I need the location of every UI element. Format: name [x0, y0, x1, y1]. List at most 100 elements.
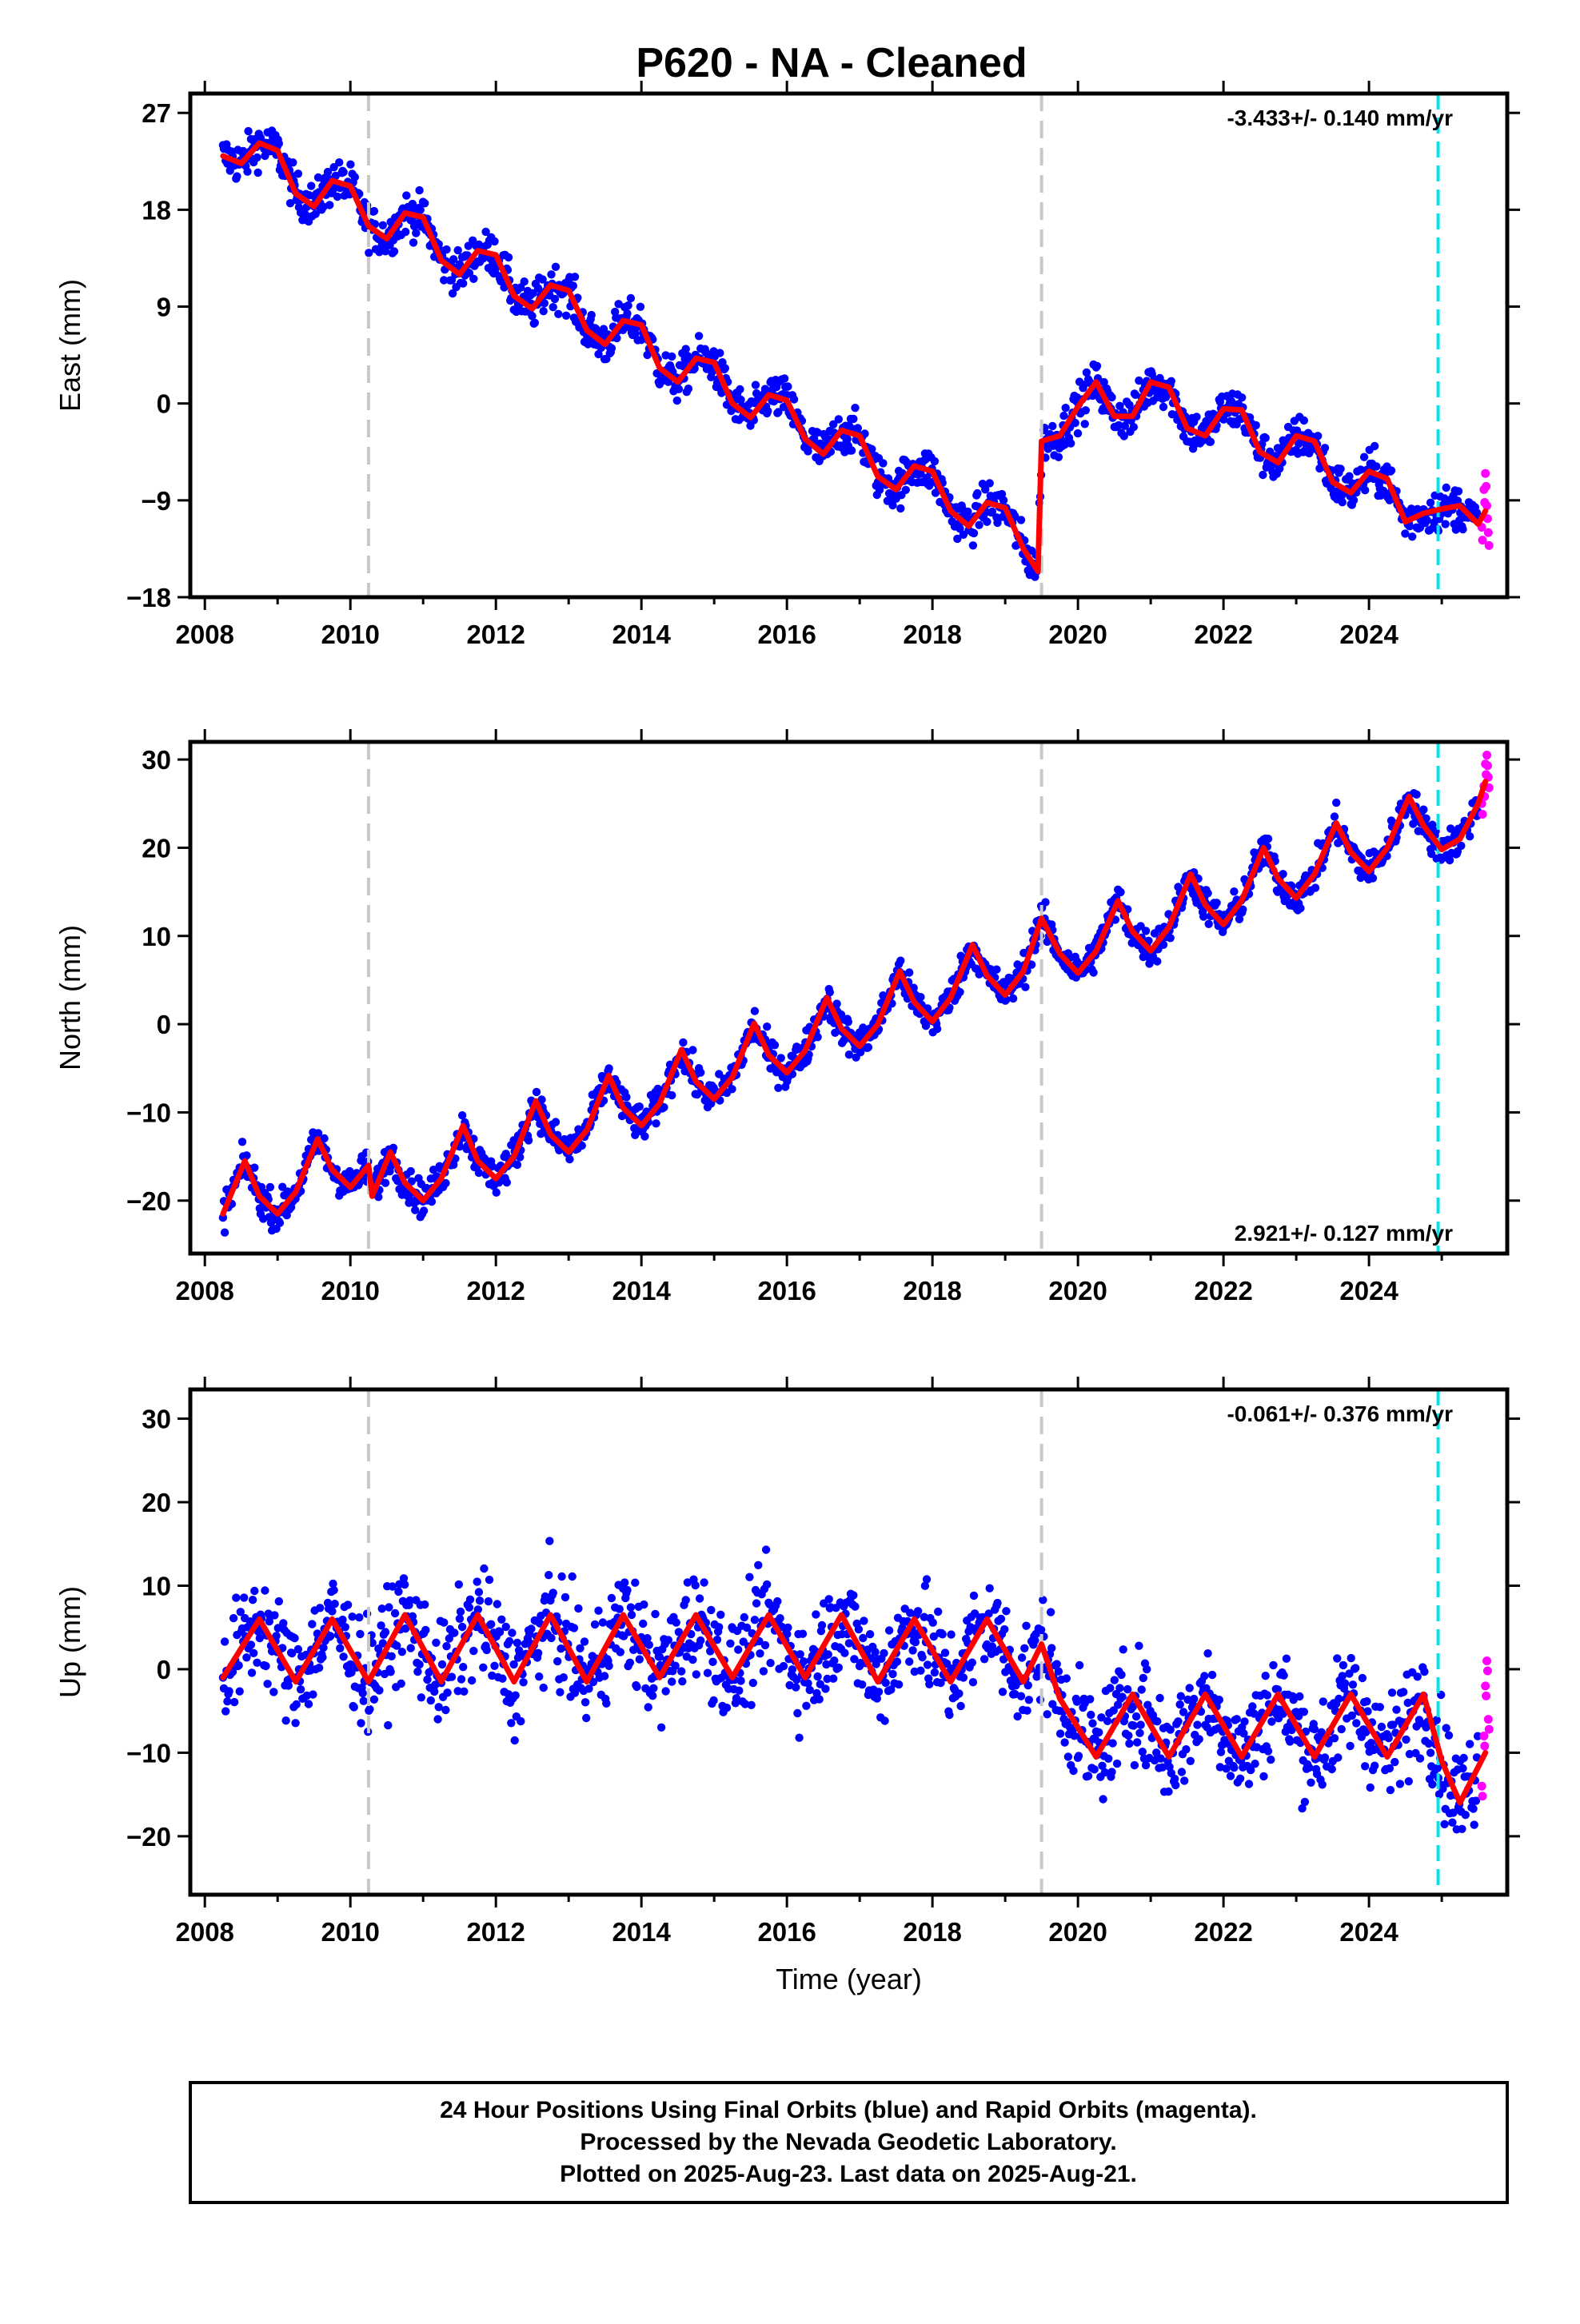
data-point	[943, 1659, 952, 1668]
data-point	[1002, 1607, 1011, 1616]
data-point	[513, 1638, 522, 1648]
data-point	[385, 1603, 393, 1612]
data-point	[348, 1612, 357, 1621]
data-point	[821, 1684, 830, 1693]
data-point	[1103, 1716, 1112, 1725]
rapid-point	[1482, 1691, 1491, 1700]
data-point	[774, 408, 783, 417]
data-point	[1171, 1774, 1179, 1784]
data-point	[1461, 1811, 1470, 1820]
data-point	[1017, 1653, 1027, 1662]
data-point	[1390, 1757, 1399, 1767]
data-point	[397, 1679, 405, 1688]
data-point	[1020, 1644, 1029, 1652]
data-point	[864, 1042, 873, 1052]
data-point	[1135, 1728, 1144, 1737]
north-velocity-label: 2.921+/- 0.127 mm/yr	[1235, 1221, 1453, 1246]
data-point	[539, 1683, 548, 1692]
data-point	[1404, 1777, 1414, 1786]
data-point	[1069, 1766, 1078, 1776]
data-point	[1088, 1719, 1097, 1728]
data-point	[1424, 1739, 1434, 1748]
data-point	[576, 1644, 585, 1652]
data-point	[568, 1572, 577, 1581]
data-point	[550, 294, 560, 304]
data-point	[1366, 1783, 1375, 1792]
data-point	[530, 318, 539, 327]
data-point	[742, 1623, 752, 1632]
data-point	[1075, 1660, 1084, 1670]
data-point	[1158, 1763, 1167, 1772]
data-point	[656, 1723, 666, 1732]
data-point	[246, 1640, 256, 1649]
data-point	[1419, 805, 1428, 814]
data-point	[1143, 1664, 1151, 1674]
data-point	[473, 1577, 481, 1586]
data-point	[339, 168, 348, 177]
data-point	[386, 1668, 395, 1676]
y-tick-label: 30	[142, 1405, 171, 1434]
data-point	[795, 1733, 804, 1742]
data-point	[237, 1138, 247, 1146]
x-tick-label: 2020	[1048, 620, 1107, 649]
data-point	[761, 1545, 771, 1554]
data-point	[783, 1629, 792, 1639]
x-tick-label: 2022	[1194, 620, 1252, 649]
data-point	[236, 1608, 245, 1616]
data-point	[1444, 1731, 1454, 1740]
data-point	[551, 262, 561, 271]
data-point	[430, 1687, 439, 1696]
data-point	[577, 1141, 586, 1150]
data-point	[644, 1703, 652, 1712]
data-point	[627, 1610, 636, 1620]
data-point	[1238, 393, 1247, 402]
data-point	[482, 1645, 491, 1655]
data-point	[779, 1661, 788, 1671]
footer-box: 24 Hour Positions Using Final Orbits (bl…	[189, 2081, 1509, 2204]
east-panel: −18 −9 0 9 18 27 2008 2010 2012 2014 2016 2018 2020 2…	[54, 81, 1520, 649]
data-point	[1240, 1717, 1249, 1726]
data-point	[1387, 1688, 1397, 1697]
data-point	[1345, 1669, 1354, 1678]
data-point	[880, 1648, 888, 1658]
data-point	[916, 993, 925, 1002]
rapid-point	[1483, 1715, 1493, 1724]
data-point	[288, 1648, 297, 1658]
data-point	[570, 1688, 580, 1697]
data-point	[604, 1064, 613, 1073]
data-point	[469, 274, 478, 283]
data-point	[694, 332, 704, 341]
up-model-curve	[220, 1612, 1489, 1806]
data-point	[1166, 934, 1175, 943]
data-point	[1016, 516, 1026, 524]
data-point	[1459, 1753, 1468, 1763]
data-point	[497, 1615, 506, 1624]
data-point	[1332, 798, 1341, 807]
data-point	[1013, 960, 1022, 969]
data-point	[640, 1600, 648, 1609]
data-point	[1261, 433, 1270, 442]
rapid-point	[1481, 1681, 1490, 1691]
x-tick-label: 2022	[1194, 1917, 1252, 1947]
data-point	[469, 1646, 478, 1656]
data-point	[406, 1166, 415, 1176]
data-point	[1119, 1645, 1127, 1654]
data-point	[644, 1640, 653, 1649]
data-point	[1471, 1796, 1481, 1805]
data-point	[1104, 1754, 1113, 1763]
x-tick-label: 2024	[1339, 1917, 1398, 1947]
data-point	[292, 1700, 301, 1709]
data-point	[416, 205, 425, 214]
x-axis-title: Time (year)	[776, 1963, 922, 1995]
east-frame	[188, 91, 1510, 600]
data-point	[1116, 887, 1125, 897]
data-point	[1358, 1673, 1367, 1683]
data-point	[261, 1586, 269, 1595]
data-point	[505, 1636, 514, 1646]
data-point	[1363, 1697, 1371, 1706]
data-point	[763, 1580, 772, 1589]
data-point	[474, 1168, 484, 1178]
data-point	[1039, 1596, 1047, 1604]
y-tick-label: 0	[157, 1010, 171, 1039]
